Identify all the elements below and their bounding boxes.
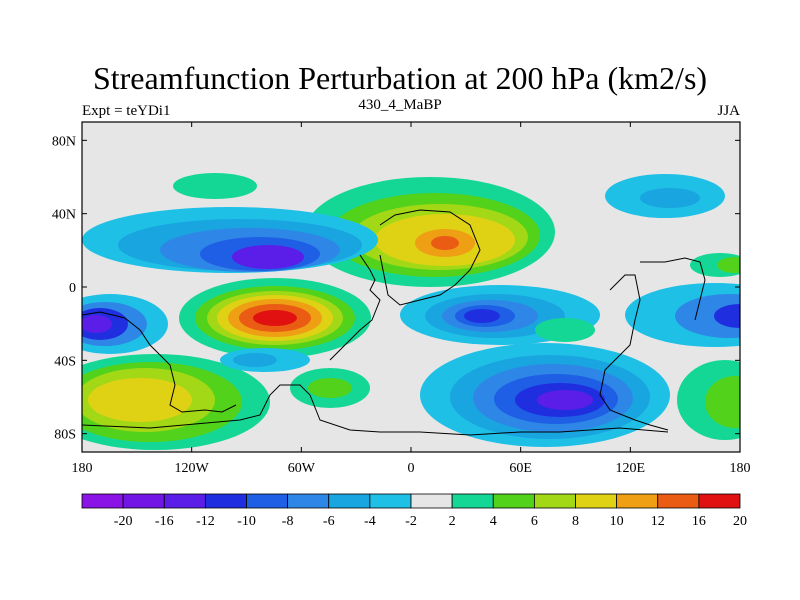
colorbar-swatch bbox=[451, 493, 494, 509]
colorbar-swatch bbox=[492, 493, 535, 509]
y-tick-label: 40S bbox=[54, 354, 76, 369]
contour-low-sind bbox=[537, 390, 593, 410]
contour-low-epac bbox=[675, 294, 740, 338]
contour-north-patch bbox=[717, 257, 740, 273]
contour-low-epac bbox=[714, 304, 740, 328]
colorbar-label: -12 bbox=[196, 514, 215, 529]
colorbar: -20 -16 -12 -10 -8 -6 -4 -2 2 4 6 8 10 12 16 20 bbox=[81, 493, 747, 529]
contour-high-spac bbox=[88, 378, 192, 422]
chart-title: Streamfunction Perturbation at 200 hPa (… bbox=[92, 60, 708, 96]
colorbar-label: 12 bbox=[651, 514, 665, 529]
colorbar-swatch bbox=[122, 493, 165, 509]
colorbar-swatch bbox=[328, 493, 371, 509]
coastline-americas bbox=[329, 254, 381, 361]
colorbar-label: 8 bbox=[572, 514, 579, 529]
colorbar-label: -8 bbox=[282, 514, 294, 529]
contour-north-patch bbox=[173, 173, 257, 199]
x-tick-label: 120W bbox=[175, 461, 210, 476]
contour-low-so bbox=[308, 378, 352, 398]
colorbar-swatch bbox=[204, 493, 247, 509]
y-tick-label: 40N bbox=[52, 208, 76, 223]
colorbar-swatch bbox=[246, 493, 289, 509]
colorbar-label: -16 bbox=[155, 514, 174, 529]
contour-high-na bbox=[431, 236, 459, 250]
colorbar-swatch bbox=[163, 493, 206, 509]
x-axis: 180 120W 60W 0 60E 120E 180 bbox=[72, 122, 751, 476]
y-axis: 80N 40N 0 40S 80S bbox=[52, 134, 740, 443]
x-tick-label: 120E bbox=[616, 461, 646, 476]
colorbar-swatch bbox=[369, 493, 412, 509]
y-tick-label: 80N bbox=[52, 134, 76, 149]
x-tick-label: 180 bbox=[72, 461, 93, 476]
colorbar-label: 16 bbox=[692, 514, 706, 529]
coastline-antarctic bbox=[82, 384, 669, 436]
colorbar-swatch bbox=[698, 493, 741, 509]
y-tick-label: 0 bbox=[69, 281, 76, 296]
colorbar-label: 10 bbox=[610, 514, 624, 529]
contour-low-so bbox=[233, 353, 277, 367]
colorbar-swatch bbox=[287, 493, 330, 509]
coastlines bbox=[82, 209, 706, 436]
colorbar-label: -6 bbox=[323, 514, 335, 529]
colorbar-swatch bbox=[410, 493, 453, 509]
colorbar-label: -2 bbox=[405, 514, 417, 529]
contour-low-wpac bbox=[82, 315, 112, 333]
coastline-australia bbox=[599, 274, 669, 431]
season-label: JJA bbox=[717, 103, 740, 119]
experiment-label: Expt = teYDi1 bbox=[82, 103, 171, 119]
contour-fill bbox=[82, 173, 740, 450]
x-tick-label: 180 bbox=[730, 461, 751, 476]
coastline-pacific bbox=[640, 257, 706, 321]
coastline-sa-south bbox=[82, 311, 237, 413]
colorbar-label: -20 bbox=[114, 514, 133, 529]
colorbar-label: 20 bbox=[733, 514, 747, 529]
colorbar-label: -4 bbox=[364, 514, 376, 529]
contour-low-io bbox=[464, 309, 500, 323]
contour-high-trop bbox=[253, 310, 297, 326]
colorbar-swatch bbox=[575, 493, 618, 509]
run-label: 430_4_MaBP bbox=[358, 97, 442, 113]
y-tick-label: 80S bbox=[54, 428, 76, 443]
colorbar-swatch bbox=[657, 493, 700, 509]
coastline-africa bbox=[379, 209, 481, 306]
colorbar-swatch bbox=[81, 493, 124, 509]
colorbar-swatch bbox=[616, 493, 659, 509]
contour-high-sepac bbox=[705, 376, 740, 428]
colorbar-label: 6 bbox=[531, 514, 538, 529]
contour-low-ne bbox=[640, 188, 700, 208]
colorbar-label: -10 bbox=[237, 514, 256, 529]
x-tick-label: 60W bbox=[288, 461, 316, 476]
colorbar-swatch bbox=[533, 493, 576, 509]
colorbar-label: 2 bbox=[449, 514, 456, 529]
x-tick-label: 0 bbox=[408, 461, 415, 476]
x-tick-label: 60E bbox=[509, 461, 532, 476]
contour-low-npac bbox=[232, 245, 304, 269]
contour-small-high bbox=[535, 318, 595, 342]
colorbar-label: 4 bbox=[490, 514, 497, 529]
